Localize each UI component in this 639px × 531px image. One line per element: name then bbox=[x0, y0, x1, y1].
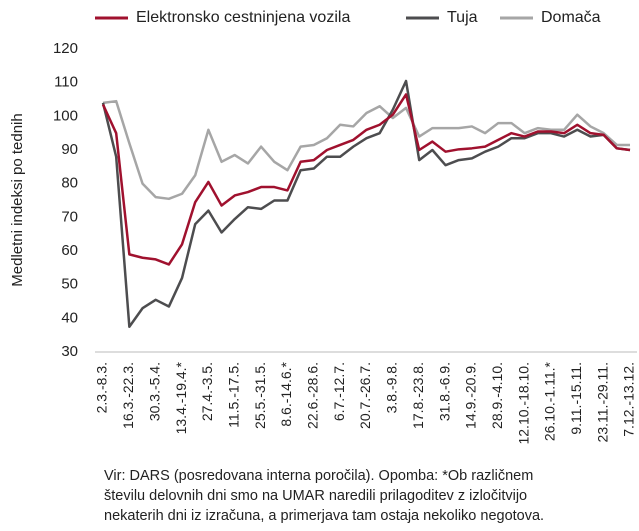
legend-label: Domača bbox=[541, 9, 601, 26]
footnote: Vir: DARS (posredovana interna poročila)… bbox=[104, 466, 639, 526]
x-tick-label: 27.4.-3.5. bbox=[199, 362, 215, 421]
x-tick-label: 23.11.-29.11. bbox=[594, 362, 610, 442]
legend-label: Elektronsko cestninjena vozila bbox=[136, 9, 350, 26]
y-axis-title: Medletni indeksi po tednih bbox=[9, 113, 26, 286]
y-tick-label: 120 bbox=[53, 40, 78, 57]
footnote-line: številu delovnih dni smo na UMAR naredil… bbox=[104, 488, 528, 504]
x-tick-label: 25.5.-31.5. bbox=[252, 362, 268, 429]
y-tick-label: 90 bbox=[61, 141, 78, 158]
x-tick-label: 8.6.-14.6.* bbox=[278, 361, 294, 426]
x-tick-label: 3.8.-9.8. bbox=[384, 362, 400, 413]
series-line bbox=[101, 93, 631, 266]
x-tick-label: 14.9.-20.9. bbox=[463, 362, 479, 429]
y-tick-label: 50 bbox=[61, 276, 78, 293]
y-tick-label: 110 bbox=[54, 74, 78, 91]
x-tick-label: 7.12.-13.12. bbox=[621, 362, 637, 437]
x-tick-label: 16.3.-22.3. bbox=[120, 362, 136, 429]
y-tick-label: 80 bbox=[61, 175, 78, 192]
x-tick-label: 6.7.-12.7. bbox=[331, 362, 347, 421]
x-tick-label: 31.8.-6.9. bbox=[436, 362, 452, 421]
x-tick-label: 17.8.-23.8. bbox=[410, 362, 426, 429]
x-tick-label: 11.5.-17.5. bbox=[225, 362, 241, 428]
x-tick-label: 30.3.-5.4. bbox=[146, 362, 162, 421]
x-tick-label: 2.3.-8.3. bbox=[94, 362, 110, 413]
footnote-line: Vir: DARS (posredovana interna poročila)… bbox=[104, 468, 534, 484]
x-tick-label: 20.7.-26.7. bbox=[357, 362, 373, 429]
series-line bbox=[102, 99, 630, 201]
x-tick-label: 26.10.-1.11.* bbox=[542, 361, 558, 441]
footnote-line: nekaterih dni iz izračuna, a primerjava … bbox=[104, 508, 545, 524]
legend-label: Tuja bbox=[447, 9, 478, 26]
y-tick-label: 30 bbox=[61, 343, 78, 360]
chart: Medletni indeksi po tednih 30 40 50 60 70 80 9… bbox=[9, 9, 637, 445]
x-tick-label: 9.11.-15.11. bbox=[568, 362, 584, 435]
series-line bbox=[101, 79, 631, 328]
x-tick-label: 13.4.-19.4.* bbox=[173, 361, 189, 434]
x-tick-label: 22.6.-28.6. bbox=[305, 362, 321, 429]
y-tick-label: 40 bbox=[61, 309, 78, 326]
y-tick-label: 100 bbox=[53, 107, 78, 124]
y-tick-label: 60 bbox=[61, 242, 78, 259]
x-tick-label: 28.9.-4.10. bbox=[489, 362, 505, 429]
y-tick-label: 70 bbox=[61, 208, 78, 225]
x-tick-label: 12.10.-18.10. bbox=[515, 362, 531, 445]
